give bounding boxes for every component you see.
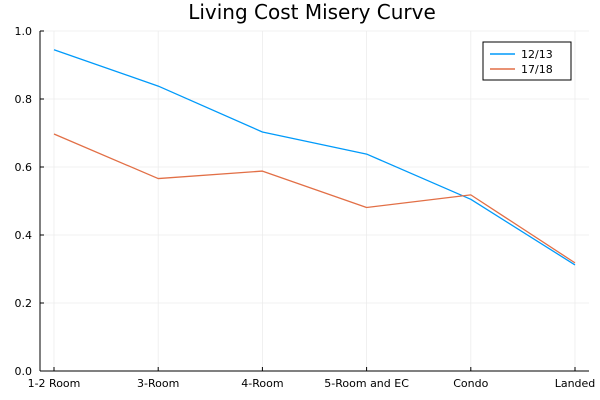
y-tick-label: 0.6: [15, 161, 33, 174]
x-tick-label: Landed: [555, 377, 596, 390]
series-line-1: [53, 133, 576, 264]
axes: 1-2 Room 3-Room 4-Room 5-Room and EC Condo La…: [15, 25, 596, 390]
y-tick-label: 0.8: [15, 93, 33, 106]
y-tick-label: 0.4: [15, 229, 33, 242]
chart-title: Living Cost Misery Curve: [188, 0, 436, 24]
x-tick-label: 4-Room: [241, 377, 283, 390]
series-line-0: [53, 49, 576, 266]
legend: 12/13 17/18: [482, 41, 572, 81]
series-lines: [53, 49, 576, 266]
legend-label-1: 17/18: [521, 63, 553, 76]
y-tick-label: 0.2: [15, 297, 33, 310]
x-tick-label: 5-Room and EC: [324, 377, 409, 390]
y-tick-label: 1.0: [15, 25, 33, 38]
legend-label-0: 12/13: [521, 48, 553, 61]
legend-box: [482, 41, 572, 81]
x-tick-label: 1-2 Room: [28, 377, 81, 390]
x-tick-label: 3-Room: [137, 377, 179, 390]
x-tick-label: Condo: [453, 377, 488, 390]
y-tick-label: 0.0: [15, 365, 33, 378]
